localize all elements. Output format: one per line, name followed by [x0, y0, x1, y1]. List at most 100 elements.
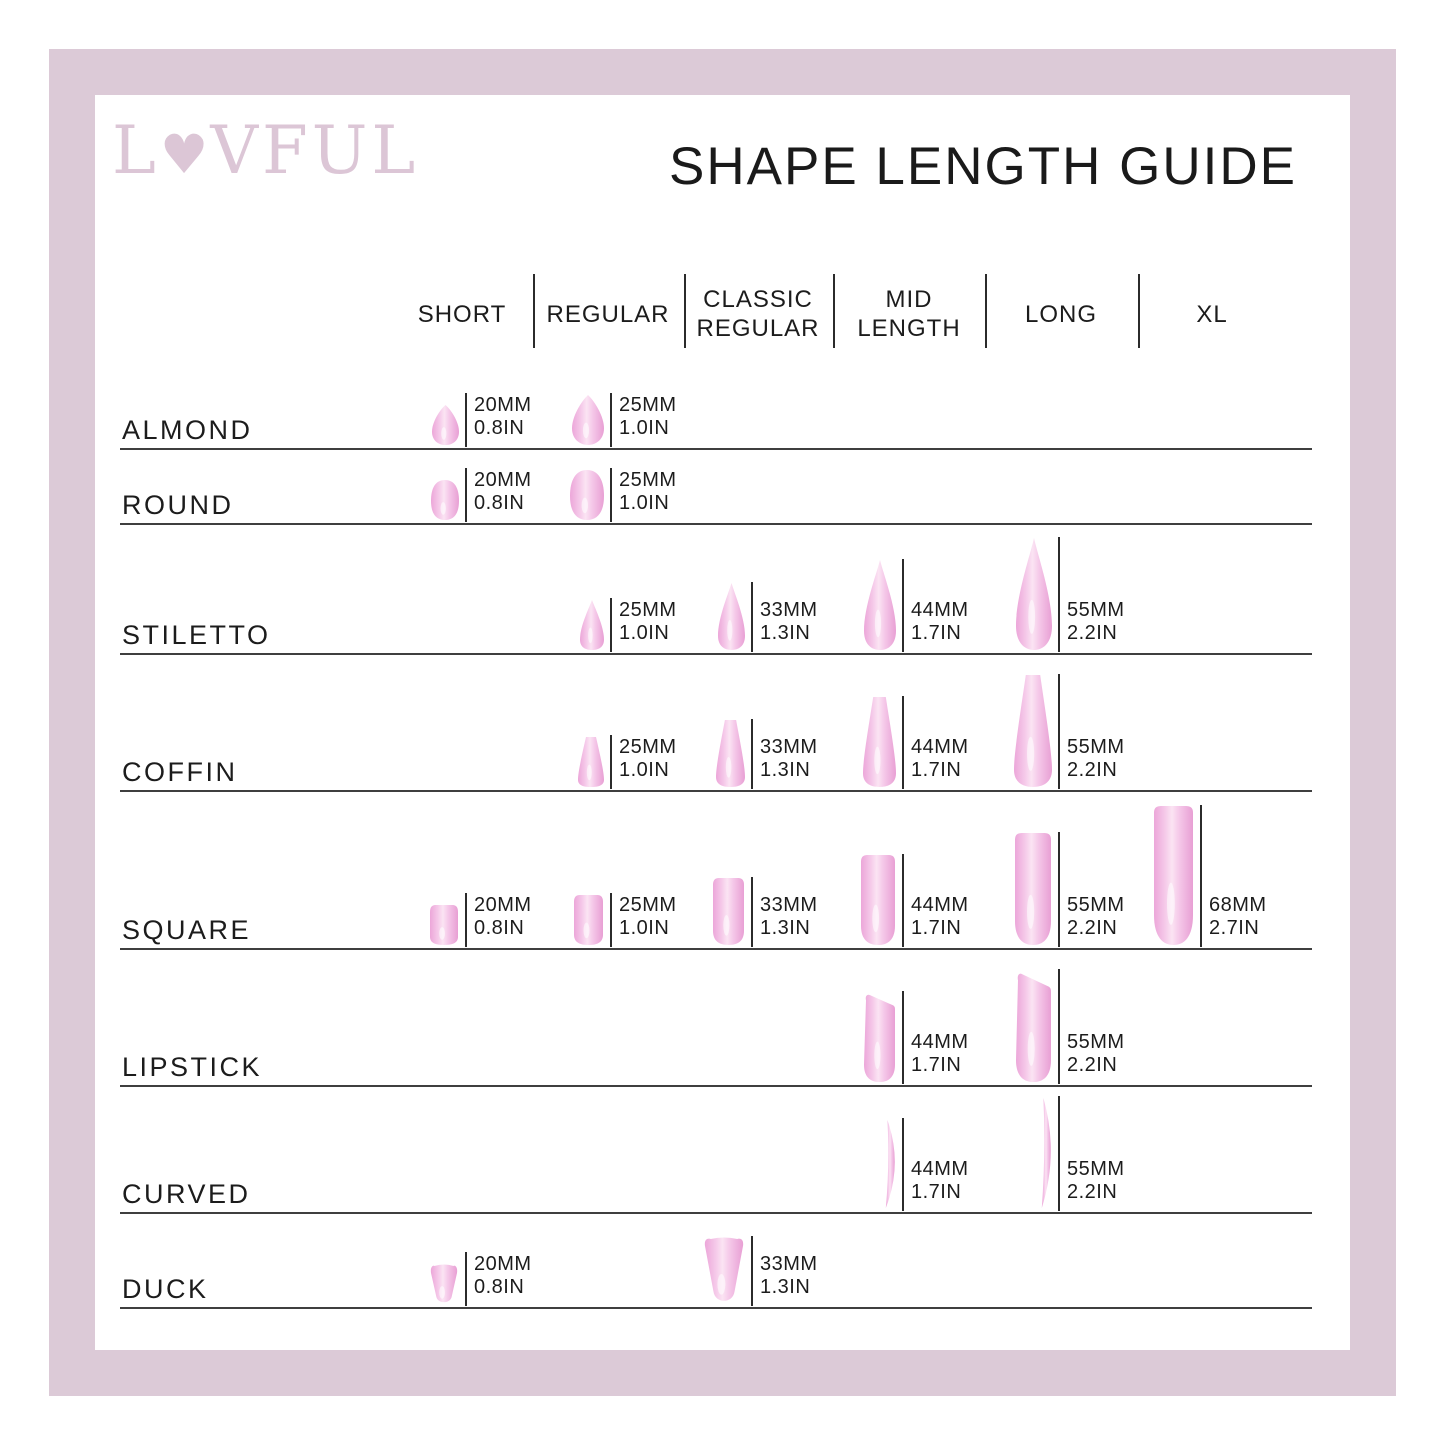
size-mm-label: 68MM [1209, 894, 1267, 916]
row-label-duck: DUCK [122, 1274, 209, 1304]
size-mm-label: 25MM [619, 469, 677, 491]
header-divider-4 [985, 274, 987, 348]
measure-line-coffin-mid-length [902, 696, 904, 789]
page-title: SHAPE LENGTH GUIDE [669, 137, 1297, 196]
row-line-coffin [120, 790, 1312, 792]
nail-shape-duck-classic-regular [704, 1237, 744, 1301]
nail-shape-duck-short [430, 1264, 458, 1303]
measure-line-stiletto-long [1058, 537, 1060, 652]
header-divider-3 [833, 274, 835, 348]
measure-text-coffin-classic-regular: 33MM 1.3IN [760, 736, 818, 782]
nail-shape-stiletto-mid-length [864, 560, 896, 650]
measure-text-square-regular: 25MM 1.0IN [619, 894, 677, 940]
column-header-label: CLASSIC [703, 286, 813, 313]
size-in-label: 1.0IN [619, 492, 670, 514]
measure-line-duck-classic-regular [751, 1236, 753, 1306]
size-mm-label: 55MM [1067, 894, 1125, 916]
size-mm-label: 55MM [1067, 599, 1125, 621]
row-line-square [120, 948, 1312, 950]
measure-text-stiletto-regular: 25MM 1.0IN [619, 599, 677, 645]
measure-line-coffin-long [1058, 674, 1060, 789]
nail-shape-coffin-long [1014, 675, 1052, 787]
row-label-round: ROUND [122, 490, 234, 520]
size-mm-label: 44MM [911, 736, 969, 758]
measure-line-duck-short [465, 1252, 467, 1306]
brand-logo: L♥VFUL [112, 112, 419, 189]
measure-text-almond-short: 20MM 0.8IN [474, 394, 532, 440]
size-mm-label: 33MM [760, 894, 818, 916]
size-in-label: 1.3IN [760, 759, 811, 781]
measure-text-round-short: 20MM 0.8IN [474, 469, 532, 515]
nail-shape-square-long [1015, 833, 1051, 945]
size-mm-label: 20MM [474, 1253, 532, 1275]
measure-line-curved-long [1058, 1096, 1060, 1211]
size-mm-label: 25MM [619, 599, 677, 621]
size-mm-label: 55MM [1067, 1031, 1125, 1053]
measure-text-coffin-long: 55MM 2.2IN [1067, 736, 1125, 782]
size-mm-label: 25MM [619, 394, 677, 416]
measure-line-round-regular [610, 468, 612, 522]
size-mm-label: 44MM [911, 1158, 969, 1180]
size-mm-label: 33MM [760, 599, 818, 621]
nail-shape-coffin-classic-regular [716, 720, 745, 787]
row-label-curved: CURVED [122, 1179, 251, 1209]
header-divider-1 [533, 274, 535, 348]
column-header-label: LENGTH [857, 315, 961, 342]
measure-text-stiletto-classic-regular: 33MM 1.3IN [760, 599, 818, 645]
column-header-xl: XL [1122, 272, 1302, 356]
nail-shape-lipstick-long [1016, 973, 1051, 1082]
column-header-long: LONG [971, 272, 1151, 356]
size-in-label: 0.8IN [474, 917, 525, 939]
size-in-label: 0.8IN [474, 492, 525, 514]
row-line-curved [120, 1212, 1312, 1214]
size-mm-label: 20MM [474, 894, 532, 916]
column-header-label: MID [885, 286, 933, 313]
measure-text-square-long: 55MM 2.2IN [1067, 894, 1125, 940]
nail-shape-square-xl [1154, 806, 1193, 945]
column-header-classic-regular: CLASSIC REGULAR [668, 272, 848, 356]
row-line-almond [120, 448, 1312, 450]
size-in-label: 2.2IN [1067, 917, 1118, 939]
row-line-lipstick [120, 1085, 1312, 1087]
size-mm-label: 44MM [911, 599, 969, 621]
measure-text-stiletto-long: 55MM 2.2IN [1067, 599, 1125, 645]
column-header-label: SHORT [417, 300, 507, 328]
size-in-label: 1.0IN [619, 759, 670, 781]
nail-shape-round-regular [570, 470, 604, 520]
measure-line-coffin-regular [610, 735, 612, 789]
measure-line-coffin-classic-regular [751, 719, 753, 789]
size-in-label: 2.2IN [1067, 1181, 1118, 1203]
measure-line-square-short [465, 893, 467, 947]
measure-line-stiletto-mid-length [902, 559, 904, 652]
size-in-label: 1.3IN [760, 1276, 811, 1298]
measure-line-square-mid-length [902, 854, 904, 947]
measure-line-square-xl [1200, 805, 1202, 947]
size-in-label: 1.7IN [911, 917, 962, 939]
size-in-label: 2.2IN [1067, 622, 1118, 644]
row-line-round [120, 523, 1312, 525]
size-mm-label: 33MM [760, 736, 818, 758]
size-in-label: 1.7IN [911, 759, 962, 781]
size-in-label: 1.0IN [619, 622, 670, 644]
header-divider-5 [1138, 274, 1140, 348]
row-line-duck [120, 1307, 1312, 1309]
measure-text-lipstick-mid-length: 44MM 1.7IN [911, 1031, 969, 1077]
row-label-stiletto: STILETTO [122, 620, 271, 650]
size-mm-label: 25MM [619, 736, 677, 758]
size-mm-label: 20MM [474, 394, 532, 416]
size-in-label: 1.3IN [760, 917, 811, 939]
column-header-label: REGULAR [696, 315, 820, 342]
measure-text-square-classic-regular: 33MM 1.3IN [760, 894, 818, 940]
row-label-lipstick: LIPSTICK [122, 1052, 263, 1082]
size-mm-label: 55MM [1067, 1158, 1125, 1180]
size-in-label: 0.8IN [474, 1276, 525, 1298]
nail-shape-curved-long [1041, 1098, 1051, 1208]
size-in-label: 2.2IN [1067, 1054, 1118, 1076]
column-header-regular: REGULAR [518, 272, 698, 356]
nail-shape-curved-mid-length [885, 1120, 895, 1208]
row-label-square: SQUARE [122, 915, 252, 945]
nail-shape-lipstick-mid-length [864, 994, 895, 1082]
size-in-label: 1.7IN [911, 1181, 962, 1203]
nail-shape-coffin-mid-length [863, 697, 896, 787]
